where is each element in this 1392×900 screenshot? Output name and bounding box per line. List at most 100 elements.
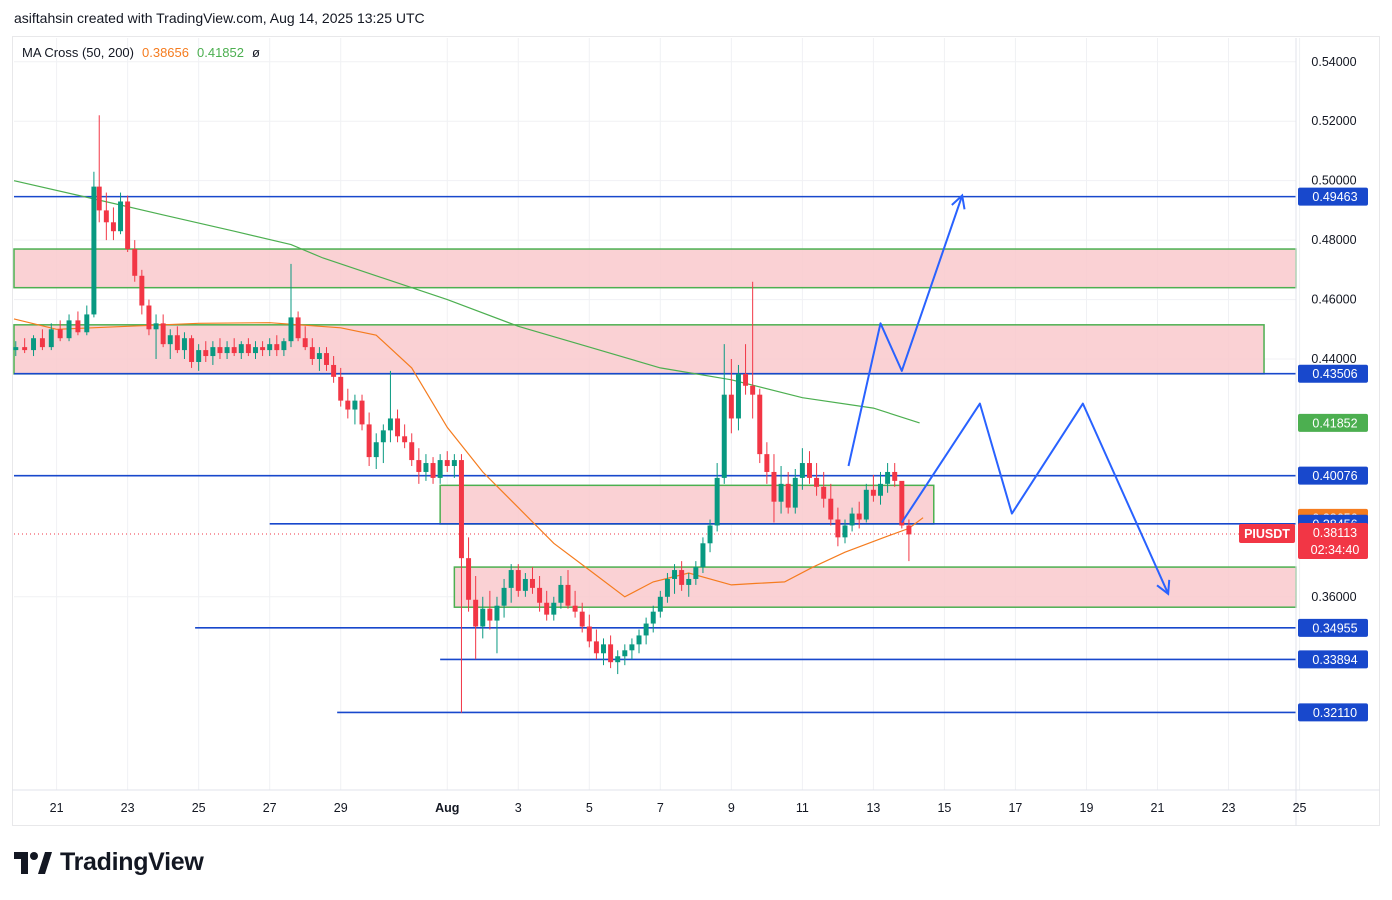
candle-body xyxy=(402,436,408,443)
indicator-legend[interactable]: MA Cross (50, 200) 0.38656 0.41852 ø xyxy=(22,45,260,60)
candle-body xyxy=(757,394,763,455)
candle-body xyxy=(91,186,97,315)
grid xyxy=(14,38,1301,790)
candle-body xyxy=(281,341,287,351)
candle-body xyxy=(487,608,493,621)
candle-body xyxy=(473,599,479,627)
candle-body xyxy=(288,317,294,342)
candle-body xyxy=(771,471,777,502)
candle-body xyxy=(245,344,251,354)
candle-body xyxy=(899,480,905,526)
candle-body xyxy=(672,570,678,579)
zones xyxy=(13,248,1297,608)
candle-body xyxy=(260,347,266,351)
price-tick-label: 0.50000 xyxy=(1311,174,1356,188)
candle-body xyxy=(885,471,891,484)
candle-body xyxy=(196,350,202,362)
price-label-text: 0.49463 xyxy=(1312,190,1357,204)
candle-body xyxy=(153,323,159,330)
candle-body xyxy=(693,567,699,579)
tradingview-logo-icon xyxy=(14,851,52,874)
time-tick-label: 11 xyxy=(796,801,809,815)
candle-body xyxy=(821,486,827,499)
indicator-settings-icon[interactable]: ø xyxy=(252,45,260,60)
candle-body xyxy=(750,385,756,395)
last-price-badge xyxy=(1298,522,1368,559)
candle-body xyxy=(110,222,116,232)
candle-body xyxy=(324,353,329,365)
price-label-badge xyxy=(1298,703,1368,722)
candle-body xyxy=(295,317,301,339)
candle-body xyxy=(643,623,649,636)
candle-body xyxy=(373,442,379,458)
brand-name: TradingView xyxy=(60,848,204,876)
candle-body xyxy=(13,347,19,351)
candle-body xyxy=(529,578,535,588)
candle-body xyxy=(494,605,500,621)
candle-body xyxy=(906,525,912,535)
candle-body xyxy=(231,347,237,354)
symbol-badge-text: PIUSDT xyxy=(1244,527,1290,541)
candle-body xyxy=(39,338,45,348)
price-label-text: 0.32110 xyxy=(1313,706,1357,720)
candle-body xyxy=(331,364,337,377)
time-tick-label: 5 xyxy=(586,801,593,815)
candle-body xyxy=(785,483,791,508)
time-tick-label: 19 xyxy=(1080,801,1094,815)
support-resistance-zone xyxy=(13,248,1297,289)
candle-body xyxy=(103,210,109,223)
levels xyxy=(14,195,1296,714)
candle-body xyxy=(622,650,628,657)
candle-body xyxy=(657,596,663,612)
price-axis: 0.54000 0.52000 0.50000 0.48000 0.46000 0.440… xyxy=(1295,38,1357,826)
price-tick-label: 0.48000 xyxy=(1311,233,1356,247)
chart-frame xyxy=(12,36,1380,826)
time-tick-label: 7 xyxy=(657,801,664,815)
candle-body xyxy=(544,602,550,615)
last-price-text: 0.38113 xyxy=(1313,526,1357,540)
time-tick-label: 23 xyxy=(121,801,135,815)
candle-body xyxy=(22,347,28,351)
price-label-text: 0.33894 xyxy=(1312,653,1357,667)
projection-path xyxy=(847,195,964,467)
candle-body xyxy=(764,454,770,472)
candle-body xyxy=(174,335,180,351)
price-labels: 0.494630.435060.418520.400760.386560.384… xyxy=(1239,187,1368,722)
moving-averages xyxy=(13,180,924,598)
candle-body xyxy=(842,525,848,538)
candle-body xyxy=(572,605,578,612)
candle-body xyxy=(629,644,635,651)
candle-body xyxy=(96,186,102,211)
candle-body xyxy=(601,644,606,654)
candle-body xyxy=(189,338,195,362)
time-tick-label: 3 xyxy=(515,801,522,815)
candle-body xyxy=(437,460,443,478)
candle-body xyxy=(522,578,528,591)
candle-body xyxy=(267,344,273,351)
candle-body xyxy=(380,430,386,443)
price-label-text: 0.40076 xyxy=(1312,469,1357,483)
candle-body xyxy=(480,608,486,627)
candle-body xyxy=(515,570,521,591)
tradingview-logo[interactable]: TradingView xyxy=(14,848,204,877)
candle-body xyxy=(395,418,401,437)
price-label-badge xyxy=(1298,413,1368,432)
candle-body xyxy=(870,489,876,496)
candle-body xyxy=(686,578,692,585)
price-label-badge xyxy=(1298,618,1368,637)
candle-body xyxy=(537,587,543,603)
candle-body xyxy=(792,477,798,508)
candle-body xyxy=(203,350,209,357)
candle-body xyxy=(806,463,812,478)
projection-paths xyxy=(847,193,1171,596)
time-tick-label: 21 xyxy=(1151,801,1165,815)
ma50-line xyxy=(13,318,924,598)
price-label-badge xyxy=(1298,364,1368,383)
support-resistance-zone xyxy=(453,566,1297,608)
candle-body xyxy=(274,344,280,351)
candle-body xyxy=(66,320,72,339)
time-tick-label: 25 xyxy=(192,801,206,815)
candle-body xyxy=(878,483,883,496)
candle-body xyxy=(856,513,862,520)
